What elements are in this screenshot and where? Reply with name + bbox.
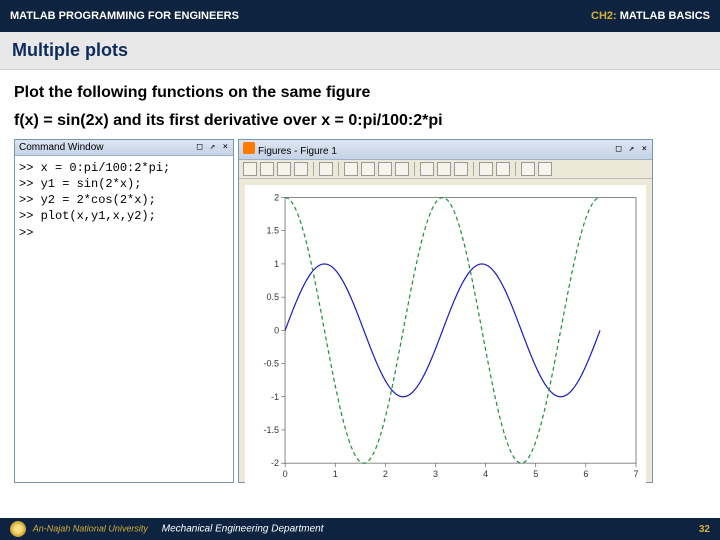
page-number: 32 xyxy=(699,524,710,535)
svg-text:0: 0 xyxy=(283,469,288,479)
university-name: An-Najah National University xyxy=(33,524,148,534)
print-icon[interactable] xyxy=(294,162,308,176)
header-bar: MATLAB PROGRAMMING FOR ENGINEERS CH2: MA… xyxy=(0,0,720,32)
header-right-pre: CH2: xyxy=(591,10,620,22)
svg-text:-2: -2 xyxy=(271,458,279,468)
svg-text:1: 1 xyxy=(274,259,279,269)
section-title: Multiple plots xyxy=(0,32,720,70)
figure-window: Figures - Figure 1 □ ↗ × xyxy=(238,139,653,483)
desc-line1: Plot the following functions on the same… xyxy=(14,82,706,104)
footer-bar: An-Najah National University Mechanical … xyxy=(0,518,720,540)
command-window-body[interactable]: >> x = 0:pi/100:2*pi; >> y1 = sin(2*x); … xyxy=(15,156,233,482)
zoom-out-icon[interactable] xyxy=(361,162,375,176)
command-window: Command Window □ ↗ × >> x = 0:pi/100:2*p… xyxy=(14,139,234,483)
svg-text:0.5: 0.5 xyxy=(267,292,280,302)
window-controls-icon[interactable]: □ ↗ × xyxy=(197,142,229,152)
figure-title: Figures - Figure 1 xyxy=(258,146,337,157)
svg-text:0: 0 xyxy=(274,325,279,335)
zoom-in-icon[interactable] xyxy=(344,162,358,176)
svg-text:7: 7 xyxy=(633,469,638,479)
toolbar-separator xyxy=(473,162,474,176)
figure-window-controls-icon[interactable]: □ ↗ × xyxy=(616,144,648,154)
header-right-text: MATLAB BASICS xyxy=(620,10,710,22)
content: Plot the following functions on the same… xyxy=(0,70,720,489)
pointer-icon[interactable] xyxy=(319,162,333,176)
svg-text:-1.5: -1.5 xyxy=(264,425,280,435)
new-icon[interactable] xyxy=(243,162,257,176)
colorbar-icon[interactable] xyxy=(479,162,493,176)
data-cursor-icon[interactable] xyxy=(420,162,434,176)
toolbar-separator xyxy=(515,162,516,176)
svg-text:4: 4 xyxy=(483,469,488,479)
svg-text:3: 3 xyxy=(433,469,438,479)
department-name: Mechanical Engineering Department xyxy=(162,524,324,535)
toolbar-separator xyxy=(414,162,415,176)
university-logo-icon xyxy=(10,521,26,537)
link-icon[interactable] xyxy=(454,162,468,176)
plot-area: -2 -1.5 -1 -0.5 0 0.5 1 1.5 2 0 1 2 3 4 5 6 7 xyxy=(245,185,646,491)
matlab-icon xyxy=(243,142,255,154)
desc-line2: f(x) = sin(2x) and its first derivative … xyxy=(14,110,706,132)
header-right: CH2: MATLAB BASICS xyxy=(591,10,710,22)
footer-left: An-Najah National University Mechanical … xyxy=(10,521,324,537)
pan-icon[interactable] xyxy=(378,162,392,176)
brush-icon[interactable] xyxy=(437,162,451,176)
dropdown-icon[interactable] xyxy=(521,162,535,176)
svg-text:5: 5 xyxy=(533,469,538,479)
svg-text:6: 6 xyxy=(583,469,588,479)
figure-titlebar: Figures - Figure 1 □ ↗ × xyxy=(239,140,652,160)
svg-text:-1: -1 xyxy=(271,392,279,402)
svg-text:2: 2 xyxy=(274,192,279,202)
workspace: Command Window □ ↗ × >> x = 0:pi/100:2*p… xyxy=(14,139,706,483)
svg-text:1: 1 xyxy=(333,469,338,479)
svg-text:1.5: 1.5 xyxy=(267,226,280,236)
toolbar-separator xyxy=(313,162,314,176)
command-window-title: Command Window xyxy=(19,142,103,153)
dock-icon[interactable] xyxy=(538,162,552,176)
plot-svg: -2 -1.5 -1 -0.5 0 0.5 1 1.5 2 0 1 2 3 4 5 6 7 xyxy=(245,185,646,491)
figure-toolbar xyxy=(239,160,652,179)
header-left: MATLAB PROGRAMMING FOR ENGINEERS xyxy=(10,10,239,22)
command-window-titlebar: Command Window □ ↗ × xyxy=(15,140,233,156)
svg-text:2: 2 xyxy=(383,469,388,479)
legend-icon[interactable] xyxy=(496,162,510,176)
toolbar-separator xyxy=(338,162,339,176)
svg-text:-0.5: -0.5 xyxy=(264,358,280,368)
save-icon[interactable] xyxy=(277,162,291,176)
rotate-icon[interactable] xyxy=(395,162,409,176)
open-icon[interactable] xyxy=(260,162,274,176)
